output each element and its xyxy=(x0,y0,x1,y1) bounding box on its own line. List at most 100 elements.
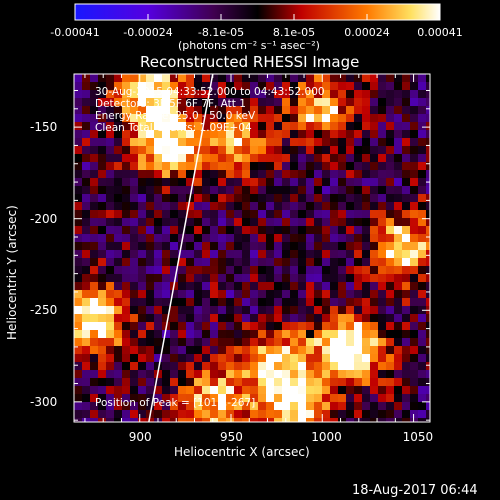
heatmap-cell xyxy=(162,418,170,422)
heatmap-cell xyxy=(82,122,90,130)
heatmap-cell xyxy=(306,386,314,394)
heatmap-cell xyxy=(418,82,426,90)
heatmap-cell xyxy=(98,218,106,226)
heatmap-cell xyxy=(210,282,218,290)
heatmap-cell xyxy=(146,274,154,282)
heatmap-cell xyxy=(178,418,186,422)
heatmap-cell xyxy=(298,90,306,98)
heatmap-cell xyxy=(138,322,146,330)
heatmap-cell xyxy=(282,202,290,210)
heatmap-cell xyxy=(290,386,298,394)
heatmap-cell xyxy=(330,122,338,130)
heatmap-cell xyxy=(210,346,218,354)
heatmap-cell xyxy=(250,314,258,322)
heatmap-cell xyxy=(306,154,314,162)
heatmap-cell xyxy=(402,186,410,194)
heatmap-cell xyxy=(114,98,122,106)
heatmap-cell xyxy=(210,218,218,226)
heatmap-cell xyxy=(178,250,186,258)
heatmap-cell xyxy=(98,386,106,394)
heatmap-cell xyxy=(250,306,258,314)
heatmap-cell xyxy=(258,322,266,330)
heatmap-cell xyxy=(346,338,354,346)
heatmap-cell xyxy=(74,194,82,202)
heatmap-cell xyxy=(354,98,362,106)
heatmap-cell xyxy=(98,346,106,354)
heatmap-cell xyxy=(410,122,418,130)
heatmap-cell xyxy=(338,330,346,338)
heatmap-cell xyxy=(322,314,330,322)
heatmap-cell xyxy=(90,82,98,90)
heatmap-cell xyxy=(122,298,130,306)
heatmap-cell xyxy=(106,330,114,338)
heatmap-cell xyxy=(386,290,394,298)
heatmap-cell xyxy=(194,82,202,90)
heatmap-cell xyxy=(418,202,426,210)
heatmap-cell xyxy=(82,154,90,162)
heatmap-cell xyxy=(314,210,322,218)
heatmap-cell xyxy=(226,114,234,122)
heatmap-cell xyxy=(226,250,234,258)
heatmap-cell xyxy=(154,362,162,370)
heatmap-cell xyxy=(346,250,354,258)
heatmap-cell xyxy=(202,226,210,234)
heatmap-cell xyxy=(146,170,154,178)
heatmap-cell xyxy=(154,306,162,314)
heatmap-cell xyxy=(170,194,178,202)
heatmap-cell xyxy=(274,90,282,98)
heatmap-cell xyxy=(186,338,194,346)
heatmap-cell xyxy=(218,418,226,422)
heatmap-cell xyxy=(138,202,146,210)
heatmap-cell xyxy=(426,338,430,346)
heatmap-cell xyxy=(218,242,226,250)
heatmap-cell xyxy=(314,218,322,226)
heatmap-cell xyxy=(122,314,130,322)
heatmap-cell xyxy=(210,410,218,418)
heatmap-cell xyxy=(338,122,346,130)
heatmap-cell xyxy=(106,162,114,170)
heatmap-cell xyxy=(186,322,194,330)
heatmap-cell xyxy=(338,146,346,154)
heatmap-cell xyxy=(178,306,186,314)
heatmap-cell xyxy=(258,226,266,234)
heatmap-cell xyxy=(386,242,394,250)
heatmap-cell xyxy=(218,210,226,218)
heatmap-cell xyxy=(322,274,330,282)
heatmap-cell xyxy=(90,362,98,370)
heatmap-cell xyxy=(146,98,154,106)
heatmap-cell xyxy=(202,418,210,422)
heatmap-cell xyxy=(90,226,98,234)
heatmap-cell xyxy=(258,210,266,218)
heatmap-cell xyxy=(146,114,154,122)
heatmap-cell xyxy=(402,250,410,258)
heatmap-cell xyxy=(146,242,154,250)
heatmap-cell xyxy=(298,306,306,314)
heatmap-cell xyxy=(210,394,218,402)
heatmap-cell xyxy=(122,322,130,330)
heatmap-cell xyxy=(258,418,266,422)
heatmap-cell xyxy=(322,74,330,82)
heatmap-cell xyxy=(170,394,178,402)
heatmap-cell xyxy=(330,370,338,378)
heatmap-cell xyxy=(162,242,170,250)
heatmap-cell xyxy=(162,378,170,386)
heatmap-cell xyxy=(410,338,418,346)
heatmap-cell xyxy=(218,138,226,146)
heatmap-cell xyxy=(114,74,122,82)
heatmap-cell xyxy=(146,186,154,194)
heatmap-cell xyxy=(354,290,362,298)
heatmap-cell xyxy=(82,410,90,418)
heatmap-cell xyxy=(138,330,146,338)
heatmap-cell xyxy=(426,362,430,370)
heatmap-cell xyxy=(378,106,386,114)
heatmap-cell xyxy=(130,394,138,402)
heatmap-cell xyxy=(354,234,362,242)
heatmap-cell xyxy=(298,290,306,298)
heatmap-cell xyxy=(370,98,378,106)
heatmap-cell xyxy=(114,82,122,90)
heatmap-cell xyxy=(386,298,394,306)
heatmap-cell xyxy=(178,138,186,146)
heatmap-cell xyxy=(346,178,354,186)
heatmap-cell xyxy=(226,258,234,266)
heatmap-cell xyxy=(106,218,114,226)
